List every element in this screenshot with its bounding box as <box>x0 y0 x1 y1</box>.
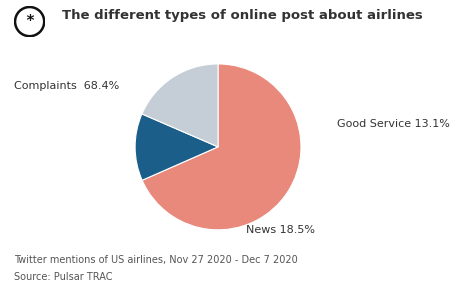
Text: Good Service 13.1%: Good Service 13.1% <box>337 119 449 129</box>
Text: *: * <box>25 14 34 29</box>
Wedge shape <box>142 64 301 230</box>
Text: The different types of online post about airlines: The different types of online post about… <box>62 9 422 22</box>
Text: Source: Pulsar TRAC: Source: Pulsar TRAC <box>14 272 113 282</box>
Wedge shape <box>135 114 218 180</box>
Text: News 18.5%: News 18.5% <box>246 226 316 235</box>
Text: Complaints  68.4%: Complaints 68.4% <box>14 82 119 91</box>
Text: Twitter mentions of US airlines, Nov 27 2020 - Dec 7 2020: Twitter mentions of US airlines, Nov 27 … <box>14 255 298 265</box>
Wedge shape <box>142 64 218 147</box>
